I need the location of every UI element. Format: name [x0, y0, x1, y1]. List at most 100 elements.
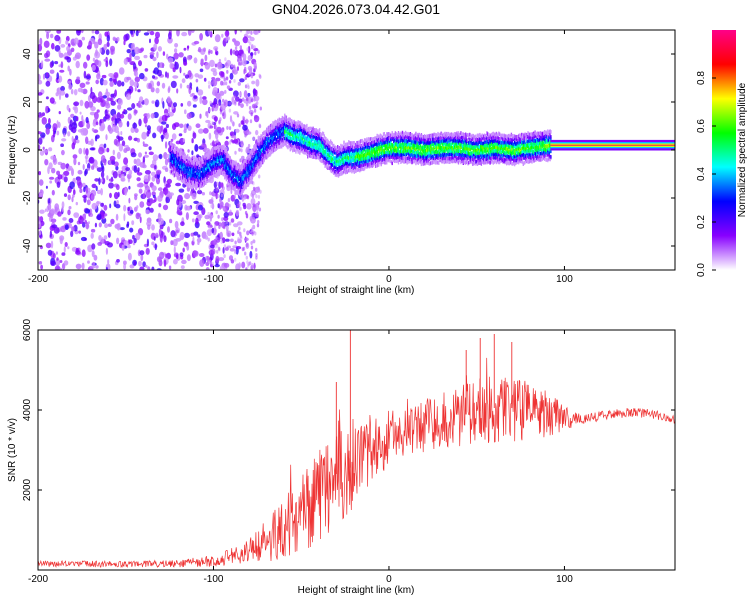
spectrogram-cell: [101, 237, 104, 244]
spectrogram-cell: [453, 159, 455, 164]
spectrogram-cell: [356, 148, 359, 153]
spectrogram-cell: [248, 154, 250, 158]
spectrogram-cell: [278, 122, 280, 127]
spectrogram-cell: [232, 162, 234, 166]
spectrogram-cell: [230, 238, 234, 243]
spectrogram-cell: [50, 33, 54, 39]
spectrogram-cell: [194, 160, 197, 164]
spectrogram-cell: [338, 153, 340, 157]
spectrogram-cell: [406, 145, 408, 149]
spectrogram-cell: [224, 81, 228, 86]
spectrogram-cell: [292, 141, 295, 146]
spectrogram-cell: [316, 153, 318, 158]
spectrogram-cell: [215, 131, 219, 140]
spectrogram-cell: [323, 161, 325, 165]
spectrogram-cell: [223, 155, 225, 160]
spectrogram-cell: [363, 167, 365, 172]
spectrogram-cell: [180, 155, 183, 159]
spectrogram-cell: [197, 189, 203, 195]
spectrogram-cell: [190, 173, 193, 178]
spectrogram-cell: [425, 142, 427, 147]
spectrogram-cell: [338, 162, 340, 166]
spectrogram-cell: [347, 164, 349, 168]
spectrogram-cell: [314, 148, 316, 152]
spectrogram-cell: [294, 123, 296, 128]
spectrogram-cell: [255, 194, 258, 199]
spectrogram-cell: [325, 152, 327, 157]
spectrogram-cell: [293, 148, 295, 152]
spectrogram-cell: [75, 78, 81, 85]
spectrogram-cell: [434, 161, 437, 165]
spectrogram-cell: [442, 149, 444, 153]
spectrogram-cell: [300, 133, 303, 137]
spectrogram-cell: [106, 175, 109, 181]
spectrogram-cell: [359, 157, 362, 162]
spectrogram-cell: [126, 107, 133, 111]
spectrogram-cell: [187, 170, 190, 174]
spectrogram-cell: [293, 134, 295, 138]
spectrogram-cell: [297, 124, 299, 128]
spectrogram-cell: [180, 221, 185, 227]
spectrogram-cell: [410, 146, 412, 150]
spectrogram-cell: [354, 169, 356, 173]
spectrogram-cell: [186, 155, 188, 160]
spectrogram-cell: [196, 157, 198, 162]
spectrogram-cell: [64, 224, 69, 231]
spectrogram-cell: [245, 267, 248, 270]
spectrogram-cell: [255, 146, 258, 150]
spectrogram-cell: [184, 181, 186, 185]
spectrogram-cell: [150, 163, 155, 169]
spectrogram-cell: [429, 148, 431, 152]
spectrogram-cell: [266, 137, 269, 142]
spectrogram-cell: [419, 145, 421, 150]
spectrogram-cell: [272, 140, 274, 144]
spectrogram-cell: [227, 198, 230, 203]
spectrogram-cell: [158, 212, 161, 217]
spectrogram-cell: [250, 30, 253, 35]
spectrogram-cell: [417, 136, 419, 141]
spectrogram-cell: [225, 163, 228, 167]
spectrogram-cell: [146, 112, 150, 119]
spectrogram-cell: [149, 207, 154, 213]
spectrogram-cell: [45, 96, 49, 100]
spectrogram-cell: [245, 96, 249, 101]
spectrogram-cell: [250, 112, 253, 117]
spectrogram-cell: [196, 168, 198, 173]
spectrogram-cell: [107, 223, 112, 227]
spectrogram-cell: [276, 120, 278, 124]
spectrogram-cell: [339, 147, 341, 151]
spectrogram-cell: [302, 130, 304, 135]
spectrogram-cell: [205, 156, 208, 160]
spectrogram-cell: [108, 178, 114, 182]
spectrogram-cell: [205, 171, 207, 176]
spectrogram-cell: [245, 159, 247, 163]
spectrogram-cell: [397, 160, 400, 165]
spectrogram-cell: [267, 153, 269, 158]
spectrogram-cell: [440, 139, 442, 143]
spectrogram-cell: [326, 138, 328, 143]
spectrogram-cell: [252, 156, 254, 161]
spectrogram-cell: [203, 155, 205, 159]
spectrogram-cell: [104, 223, 109, 229]
spectrogram-cell: [269, 125, 271, 129]
spectrogram-cell: [360, 148, 363, 152]
spectrogram-cell: [407, 146, 409, 150]
spectrogram-cell: [147, 173, 151, 182]
spectrogram-cell: [257, 152, 259, 157]
spectrogram-cell: [159, 234, 163, 243]
spectrogram-cell: [409, 146, 412, 151]
spectrogram-cell: [451, 149, 453, 153]
spectrogram-cell: [220, 193, 223, 198]
spectrogram-cell: [304, 136, 306, 140]
spectrogram-cell: [174, 166, 176, 170]
spectrogram-cell: [113, 200, 117, 207]
spectrogram-cell: [288, 143, 290, 148]
spectrogram-cell: [288, 125, 290, 129]
spectrogram-cell: [381, 144, 383, 148]
spectrogram-cell: [190, 183, 193, 188]
spectrogram-cell: [284, 122, 286, 127]
spectrogram-cell: [324, 160, 326, 165]
spectrogram-cell: [348, 149, 350, 153]
spectrogram-cell: [345, 143, 348, 147]
spectrogram-cell: [206, 113, 209, 118]
